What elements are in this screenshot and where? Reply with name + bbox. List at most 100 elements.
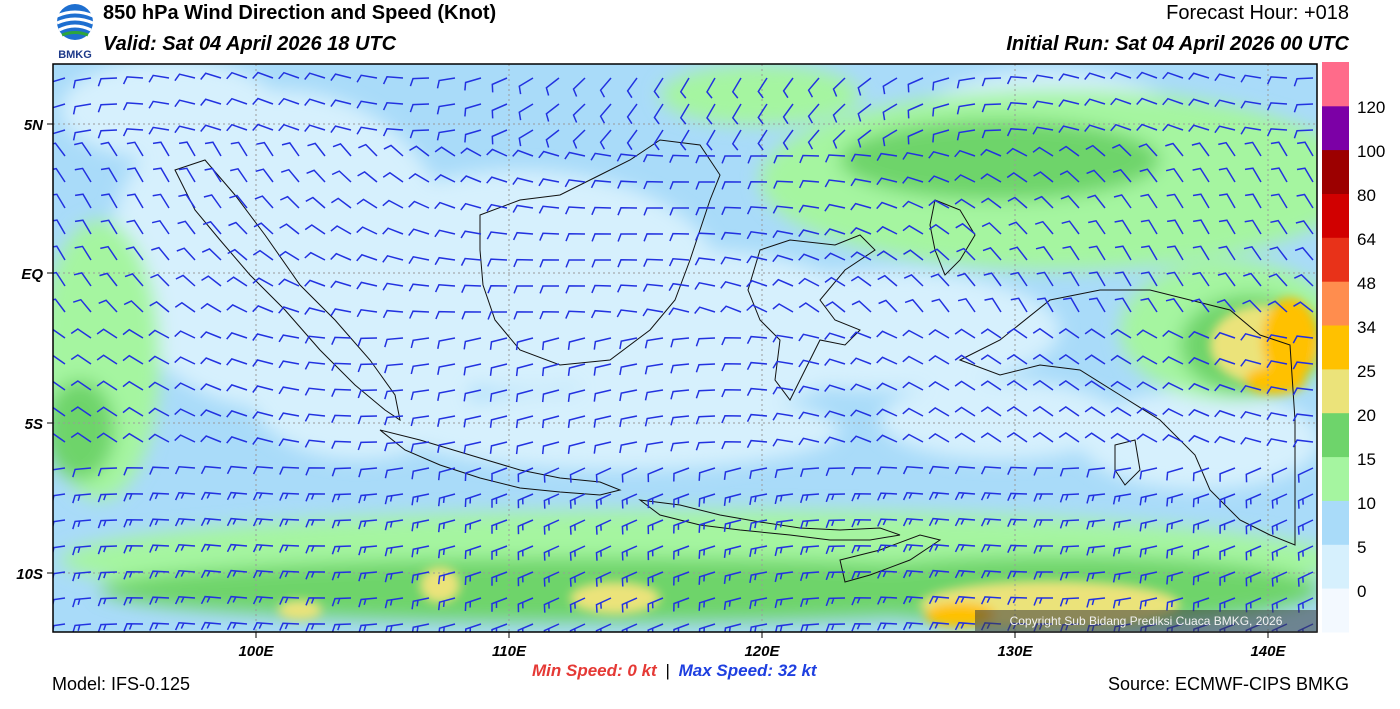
wind-barb	[53, 103, 66, 109]
wind-barb	[593, 363, 612, 376]
wind-barb	[384, 545, 404, 557]
wind-barb	[148, 381, 170, 391]
wind-barb	[202, 220, 222, 235]
wind-barb	[928, 621, 950, 631]
wind-barb	[1270, 219, 1288, 235]
wind-barb	[149, 300, 170, 313]
wind-barb	[436, 129, 456, 141]
wind-barb	[1007, 196, 1028, 209]
wind-barb	[954, 380, 976, 391]
wind-barb	[669, 181, 690, 190]
wind-barb	[984, 297, 1002, 313]
wind-barb	[279, 622, 300, 631]
wind-barb	[72, 467, 92, 478]
wind-barb	[565, 285, 586, 294]
wind-barb	[53, 406, 66, 417]
wind-barb	[515, 363, 534, 377]
wind-barb	[1058, 145, 1080, 157]
wind-barb	[331, 467, 352, 477]
wind-barb	[1086, 169, 1106, 183]
wind-barb	[513, 311, 534, 320]
wind-barb	[695, 155, 716, 164]
wind-barb	[1114, 297, 1132, 313]
wind-barb	[149, 622, 170, 631]
wind-barb	[617, 284, 638, 293]
wind-barb	[956, 129, 976, 141]
wind-barb	[1112, 571, 1132, 583]
colorbar-label: 100	[1357, 142, 1385, 161]
wind-barb	[1297, 571, 1314, 587]
wind-barb	[437, 337, 456, 349]
wind-barb	[148, 100, 170, 109]
wind-barb	[773, 155, 794, 164]
wind-barb	[1297, 467, 1314, 483]
wind-barb	[956, 103, 976, 115]
wind-barb	[331, 170, 352, 183]
wind-barb	[1007, 596, 1028, 606]
wind-barb	[72, 519, 92, 530]
wind-barb	[330, 225, 352, 235]
wind-barb	[653, 77, 664, 99]
wind-barb	[358, 545, 378, 556]
wind-barb	[1136, 407, 1158, 417]
wind-barb	[226, 517, 248, 527]
wind-barb	[1166, 467, 1184, 481]
wind-barb	[305, 623, 326, 632]
wind-barb	[464, 129, 482, 143]
wind-barb	[1033, 519, 1053, 528]
wind-barb	[799, 467, 820, 478]
wind-barb	[305, 519, 326, 528]
wind-barb	[1139, 467, 1158, 480]
wind-barb	[1266, 334, 1288, 343]
wind-barb	[489, 415, 508, 428]
wind-barb	[1059, 519, 1080, 529]
wind-barb	[621, 467, 638, 483]
wind-barb	[902, 355, 924, 365]
wind-barb	[670, 415, 690, 426]
wind-barb	[698, 493, 716, 507]
colorbar-label: 0	[1357, 582, 1366, 601]
wind-barb	[1032, 74, 1054, 83]
wind-barb	[694, 281, 716, 290]
wind-barb	[252, 249, 274, 261]
wind-barb	[981, 103, 1002, 113]
wind-barb	[807, 129, 820, 150]
wind-barb	[410, 441, 430, 453]
wind-barb	[100, 245, 118, 261]
wind-barb	[1192, 245, 1210, 261]
wind-barb	[278, 97, 300, 106]
wind-barb	[513, 285, 533, 294]
wind-barb	[851, 518, 872, 528]
wind-barb	[1112, 493, 1132, 505]
wind-barb	[464, 467, 482, 482]
wind-barb	[331, 440, 352, 450]
wind-barb	[850, 357, 872, 365]
wind-barb	[123, 467, 144, 476]
wind-barb	[512, 149, 534, 157]
wind-barb	[567, 363, 586, 376]
wind-barb	[876, 201, 898, 210]
wind-barb	[1033, 171, 1054, 183]
wind-barb	[1292, 413, 1314, 422]
wind-barb	[1087, 194, 1106, 209]
wind-barb	[72, 571, 92, 582]
wind-barb	[279, 570, 300, 579]
wind-barb	[706, 77, 716, 99]
wind-barb	[304, 224, 326, 235]
wind-barb	[53, 142, 66, 157]
wind-barb	[512, 204, 534, 213]
wind-barb	[673, 597, 690, 612]
wind-barb	[749, 519, 768, 532]
wind-barb	[902, 570, 924, 579]
wind-barb	[647, 571, 664, 587]
wind-barb	[53, 298, 66, 313]
wind-barb	[673, 571, 690, 586]
wind-barb	[1033, 545, 1053, 554]
wind-barb	[876, 250, 898, 261]
wind-barb	[619, 389, 638, 402]
wind-barb	[1162, 433, 1184, 443]
wind-barb	[1006, 171, 1028, 183]
wind-barb	[489, 337, 508, 350]
wind-barb	[903, 249, 924, 261]
wind-barb	[409, 310, 430, 319]
